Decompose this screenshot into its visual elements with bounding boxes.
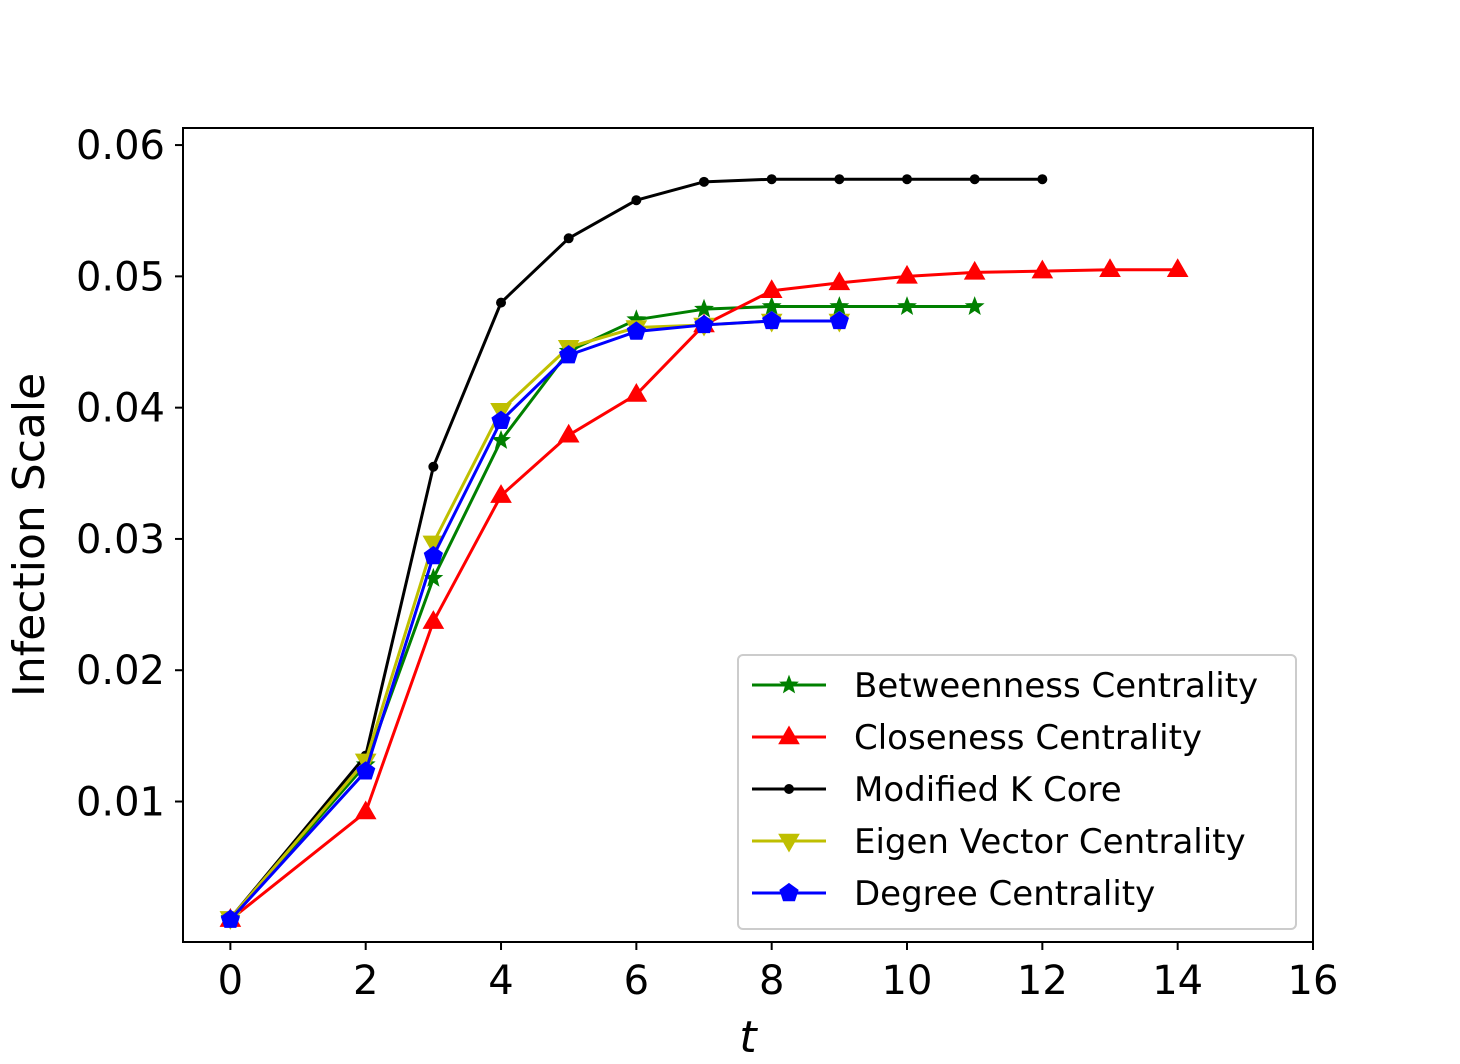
data-point bbox=[557, 423, 580, 443]
series-2 bbox=[225, 174, 1048, 924]
legend-label: Degree Centrality bbox=[854, 874, 1155, 914]
x-axis-title: t bbox=[739, 1012, 758, 1060]
x-tick-label: 16 bbox=[1288, 958, 1339, 1004]
legend-marker bbox=[778, 725, 800, 745]
legend-entry: Eigen Vector Centrality bbox=[752, 822, 1246, 862]
y-tick-label: 0.06 bbox=[76, 123, 165, 169]
data-point bbox=[631, 195, 642, 206]
legend: Betweenness Centrality Closeness Centrali… bbox=[737, 654, 1297, 930]
data-point bbox=[625, 383, 648, 402]
data-point bbox=[1099, 258, 1121, 278]
data-point bbox=[1166, 258, 1189, 278]
data-point bbox=[428, 461, 439, 472]
legend-marker bbox=[779, 882, 799, 902]
data-point bbox=[761, 296, 782, 315]
data-point bbox=[897, 296, 917, 315]
data-point bbox=[762, 310, 782, 330]
data-point bbox=[699, 176, 710, 187]
data-point bbox=[491, 410, 511, 429]
data-point bbox=[563, 233, 574, 244]
legend-marker bbox=[779, 674, 799, 694]
x-tick-label: 4 bbox=[488, 958, 513, 1004]
legend-label: Modified K Core bbox=[854, 770, 1122, 810]
data-point bbox=[963, 260, 986, 280]
legend-entry: Degree Centrality bbox=[752, 874, 1155, 914]
data-point bbox=[834, 174, 845, 185]
data-point bbox=[694, 314, 714, 334]
data-point bbox=[829, 310, 849, 330]
data-point bbox=[766, 174, 777, 185]
data-point bbox=[694, 298, 714, 318]
data-point bbox=[896, 264, 918, 284]
x-tick-label: 6 bbox=[624, 958, 649, 1004]
series-line bbox=[228, 177, 1044, 921]
legend-entry: Closeness Centrality bbox=[752, 718, 1202, 758]
legend-marker bbox=[778, 833, 800, 853]
legend-entry: Modified K Core bbox=[752, 770, 1122, 810]
data-point bbox=[902, 174, 913, 185]
data-point bbox=[423, 545, 443, 565]
series-layer bbox=[219, 174, 1189, 930]
legend-box bbox=[737, 654, 1297, 930]
data-point bbox=[490, 484, 512, 503]
y-tick-label: 0.02 bbox=[76, 648, 165, 694]
axes-layer: 0 2 4 6 8 10 12 14 16 0.01 0.02 0.03 0.04 0.05 0.06 bbox=[76, 123, 1339, 1004]
data-point bbox=[829, 296, 850, 315]
axes-frame bbox=[182, 127, 1314, 943]
data-point bbox=[969, 174, 980, 185]
legend-marker bbox=[784, 784, 794, 794]
x-tick-label: 0 bbox=[218, 958, 243, 1004]
y-tick-label: 0.04 bbox=[76, 386, 165, 432]
data-point bbox=[559, 345, 579, 364]
data-point bbox=[626, 321, 646, 340]
x-tick-label: 14 bbox=[1152, 958, 1203, 1004]
data-point bbox=[491, 430, 511, 449]
series-line bbox=[228, 268, 1180, 922]
legend-entry: Betweenness Centrality bbox=[752, 666, 1258, 706]
x-tick-label: 12 bbox=[1017, 958, 1068, 1004]
y-tick-label: 0.05 bbox=[76, 254, 165, 300]
series-1 bbox=[219, 258, 1189, 927]
data-point bbox=[760, 279, 783, 299]
x-tick-label: 2 bbox=[353, 958, 378, 1004]
legend-label: Closeness Centrality bbox=[854, 718, 1202, 758]
legend-label: Eigen Vector Centrality bbox=[854, 822, 1246, 862]
series-4 bbox=[220, 310, 849, 928]
data-point bbox=[422, 610, 445, 629]
data-point bbox=[964, 296, 985, 315]
x-tick-label: 10 bbox=[882, 958, 933, 1004]
legend-label: Betweenness Centrality bbox=[854, 666, 1258, 706]
x-tick-label: 8 bbox=[759, 958, 784, 1004]
data-point bbox=[354, 800, 377, 820]
data-point bbox=[356, 761, 376, 780]
data-point bbox=[1037, 174, 1048, 185]
y-axis-title: Infection Scale bbox=[4, 373, 55, 697]
y-tick-label: 0.03 bbox=[76, 517, 165, 563]
data-point bbox=[1031, 259, 1054, 279]
y-tick-label: 0.01 bbox=[76, 780, 165, 826]
data-point bbox=[496, 297, 507, 308]
data-point bbox=[220, 909, 240, 928]
data-point bbox=[828, 271, 851, 291]
